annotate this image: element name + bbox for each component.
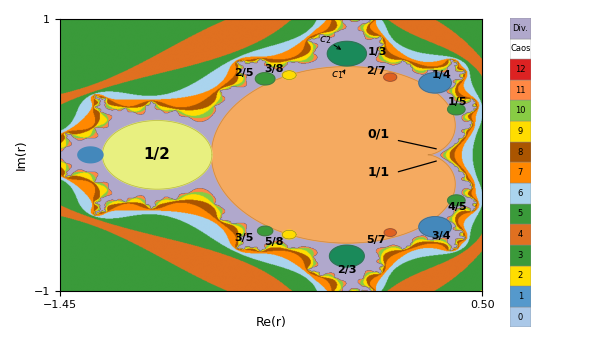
Polygon shape <box>419 73 451 93</box>
Bar <box>510 245 531 266</box>
Bar <box>510 183 531 204</box>
Bar <box>510 18 531 39</box>
Polygon shape <box>384 73 397 81</box>
X-axis label: Re(r): Re(r) <box>255 316 286 329</box>
Text: 7: 7 <box>517 168 523 177</box>
Text: 5/8: 5/8 <box>264 237 284 247</box>
Polygon shape <box>327 41 366 66</box>
Text: 8: 8 <box>517 148 523 157</box>
Text: $c_1$: $c_1$ <box>331 69 343 81</box>
Text: 5/7: 5/7 <box>366 235 386 245</box>
Text: 2/7: 2/7 <box>366 66 386 76</box>
Text: 4/5: 4/5 <box>447 202 467 212</box>
Bar <box>510 142 531 162</box>
Text: 1: 1 <box>518 292 523 301</box>
Polygon shape <box>282 230 296 239</box>
Polygon shape <box>419 217 451 237</box>
Bar <box>510 307 531 327</box>
Text: 1/3: 1/3 <box>368 46 387 57</box>
Polygon shape <box>211 67 455 243</box>
Text: Caos: Caos <box>510 44 530 53</box>
Bar <box>510 59 531 80</box>
Bar <box>510 121 531 142</box>
Polygon shape <box>448 104 465 115</box>
Bar <box>510 286 531 307</box>
Bar <box>510 204 531 224</box>
Text: 3: 3 <box>517 251 523 260</box>
Polygon shape <box>258 226 273 236</box>
Polygon shape <box>337 13 343 17</box>
Polygon shape <box>255 73 275 85</box>
Polygon shape <box>78 147 103 163</box>
Polygon shape <box>102 120 212 189</box>
Text: 4: 4 <box>518 230 523 239</box>
Text: 6: 6 <box>517 189 523 198</box>
Text: 3/4: 3/4 <box>431 231 451 241</box>
Text: 0: 0 <box>518 313 523 322</box>
Text: 1/4: 1/4 <box>431 70 451 80</box>
Text: 1/5: 1/5 <box>447 97 467 107</box>
Text: $c_2$: $c_2$ <box>319 34 331 46</box>
Polygon shape <box>330 245 364 267</box>
Y-axis label: Im(r): Im(r) <box>15 140 28 170</box>
Text: 1/1: 1/1 <box>367 166 389 179</box>
Bar <box>510 80 531 100</box>
Text: 2/3: 2/3 <box>337 265 356 275</box>
Text: 12: 12 <box>515 65 526 74</box>
Polygon shape <box>448 195 465 206</box>
Text: 3/8: 3/8 <box>264 64 284 74</box>
Polygon shape <box>337 293 343 297</box>
Text: 2: 2 <box>518 271 523 280</box>
Text: 11: 11 <box>515 86 526 95</box>
Text: 10: 10 <box>515 106 526 115</box>
Bar <box>510 266 531 286</box>
Text: 9: 9 <box>518 127 523 136</box>
Text: 5: 5 <box>518 209 523 218</box>
Bar <box>510 224 531 245</box>
Bar <box>510 162 531 183</box>
Polygon shape <box>384 229 396 236</box>
Text: Div.: Div. <box>513 24 528 33</box>
Bar <box>510 39 531 59</box>
Text: 2/5: 2/5 <box>234 68 254 78</box>
Text: 0/1: 0/1 <box>367 127 389 140</box>
Bar <box>510 100 531 121</box>
Polygon shape <box>282 71 296 79</box>
Text: 1/2: 1/2 <box>144 147 170 162</box>
Text: 3/5: 3/5 <box>234 234 254 244</box>
